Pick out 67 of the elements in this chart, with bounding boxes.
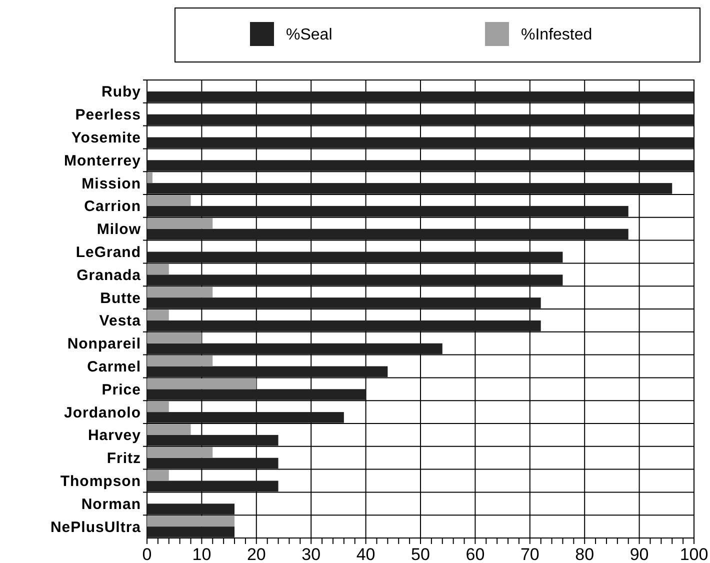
bar: [147, 114, 694, 126]
legend-label: %Infested: [521, 26, 592, 44]
x-tick-label: 20: [246, 545, 266, 563]
bar: [147, 137, 694, 148]
y-tick-label: Peerless: [75, 106, 141, 124]
bar: [147, 412, 344, 423]
y-tick-label: Jordanolo: [64, 404, 141, 422]
bar: [147, 434, 278, 446]
bar: [147, 504, 235, 514]
y-tick-label: Fritz: [106, 450, 141, 468]
bar: [147, 401, 169, 412]
x-tick-label: 70: [520, 545, 540, 563]
bar: [147, 195, 191, 206]
bar: [147, 378, 256, 390]
y-tick-label: Carmel: [87, 358, 141, 376]
y-tick-label: Vesta: [99, 312, 142, 330]
y-tick-label: Mission: [82, 175, 141, 192]
y-tick-label: Carrion: [84, 198, 141, 216]
y-tick-label: Price: [102, 381, 141, 398]
bar: [147, 389, 366, 400]
y-tick-label: NePlusUltra: [50, 518, 142, 536]
bar: [147, 298, 541, 308]
bar: [147, 183, 672, 194]
y-tick-label: Norman: [81, 496, 141, 513]
bar: [147, 160, 694, 171]
bar: [147, 343, 442, 354]
bar: [147, 516, 235, 527]
x-tick-label: 40: [356, 545, 376, 563]
x-tick-label: 0: [142, 545, 152, 563]
bar: [147, 458, 278, 469]
x-tick-label: 30: [302, 545, 321, 563]
y-tick-label: Thompson: [60, 473, 141, 490]
bar: [147, 172, 152, 184]
y-tick-label: Monterrey: [64, 152, 142, 170]
bar: [147, 480, 278, 492]
bar: [147, 206, 628, 217]
bar: [147, 274, 563, 286]
bar: [147, 470, 169, 481]
bar: [147, 264, 169, 275]
x-tick-label: 10: [192, 545, 212, 563]
bar: [147, 355, 213, 366]
bar: [147, 218, 213, 229]
bar: [147, 447, 213, 458]
x-tick-label: 90: [630, 545, 649, 563]
y-tick-label: Nonpareil: [67, 336, 141, 353]
bar: [147, 228, 628, 240]
bar: [147, 320, 541, 332]
x-tick-label: 60: [466, 545, 485, 563]
y-tick-label: Harvey: [88, 427, 142, 444]
y-tick-label: Ruby: [102, 84, 142, 101]
bar: [147, 286, 213, 298]
y-tick-label: Granada: [76, 266, 142, 284]
bar: [147, 91, 694, 102]
y-tick-label: Milow: [96, 221, 141, 238]
bar: [147, 310, 169, 320]
bar: [147, 252, 563, 263]
x-tick-label: 80: [575, 545, 594, 563]
bar: [147, 526, 235, 538]
y-tick-label: Butte: [100, 290, 141, 307]
bar: [147, 424, 191, 435]
x-tick-label: 50: [411, 545, 430, 563]
legend-label: %Seal: [286, 26, 332, 44]
y-tick-label: Yosemite: [71, 130, 141, 146]
bar: [147, 366, 388, 378]
bar: [147, 332, 202, 344]
y-tick-label: LeGrand: [76, 244, 141, 261]
x-tick-label: 100: [680, 545, 708, 563]
